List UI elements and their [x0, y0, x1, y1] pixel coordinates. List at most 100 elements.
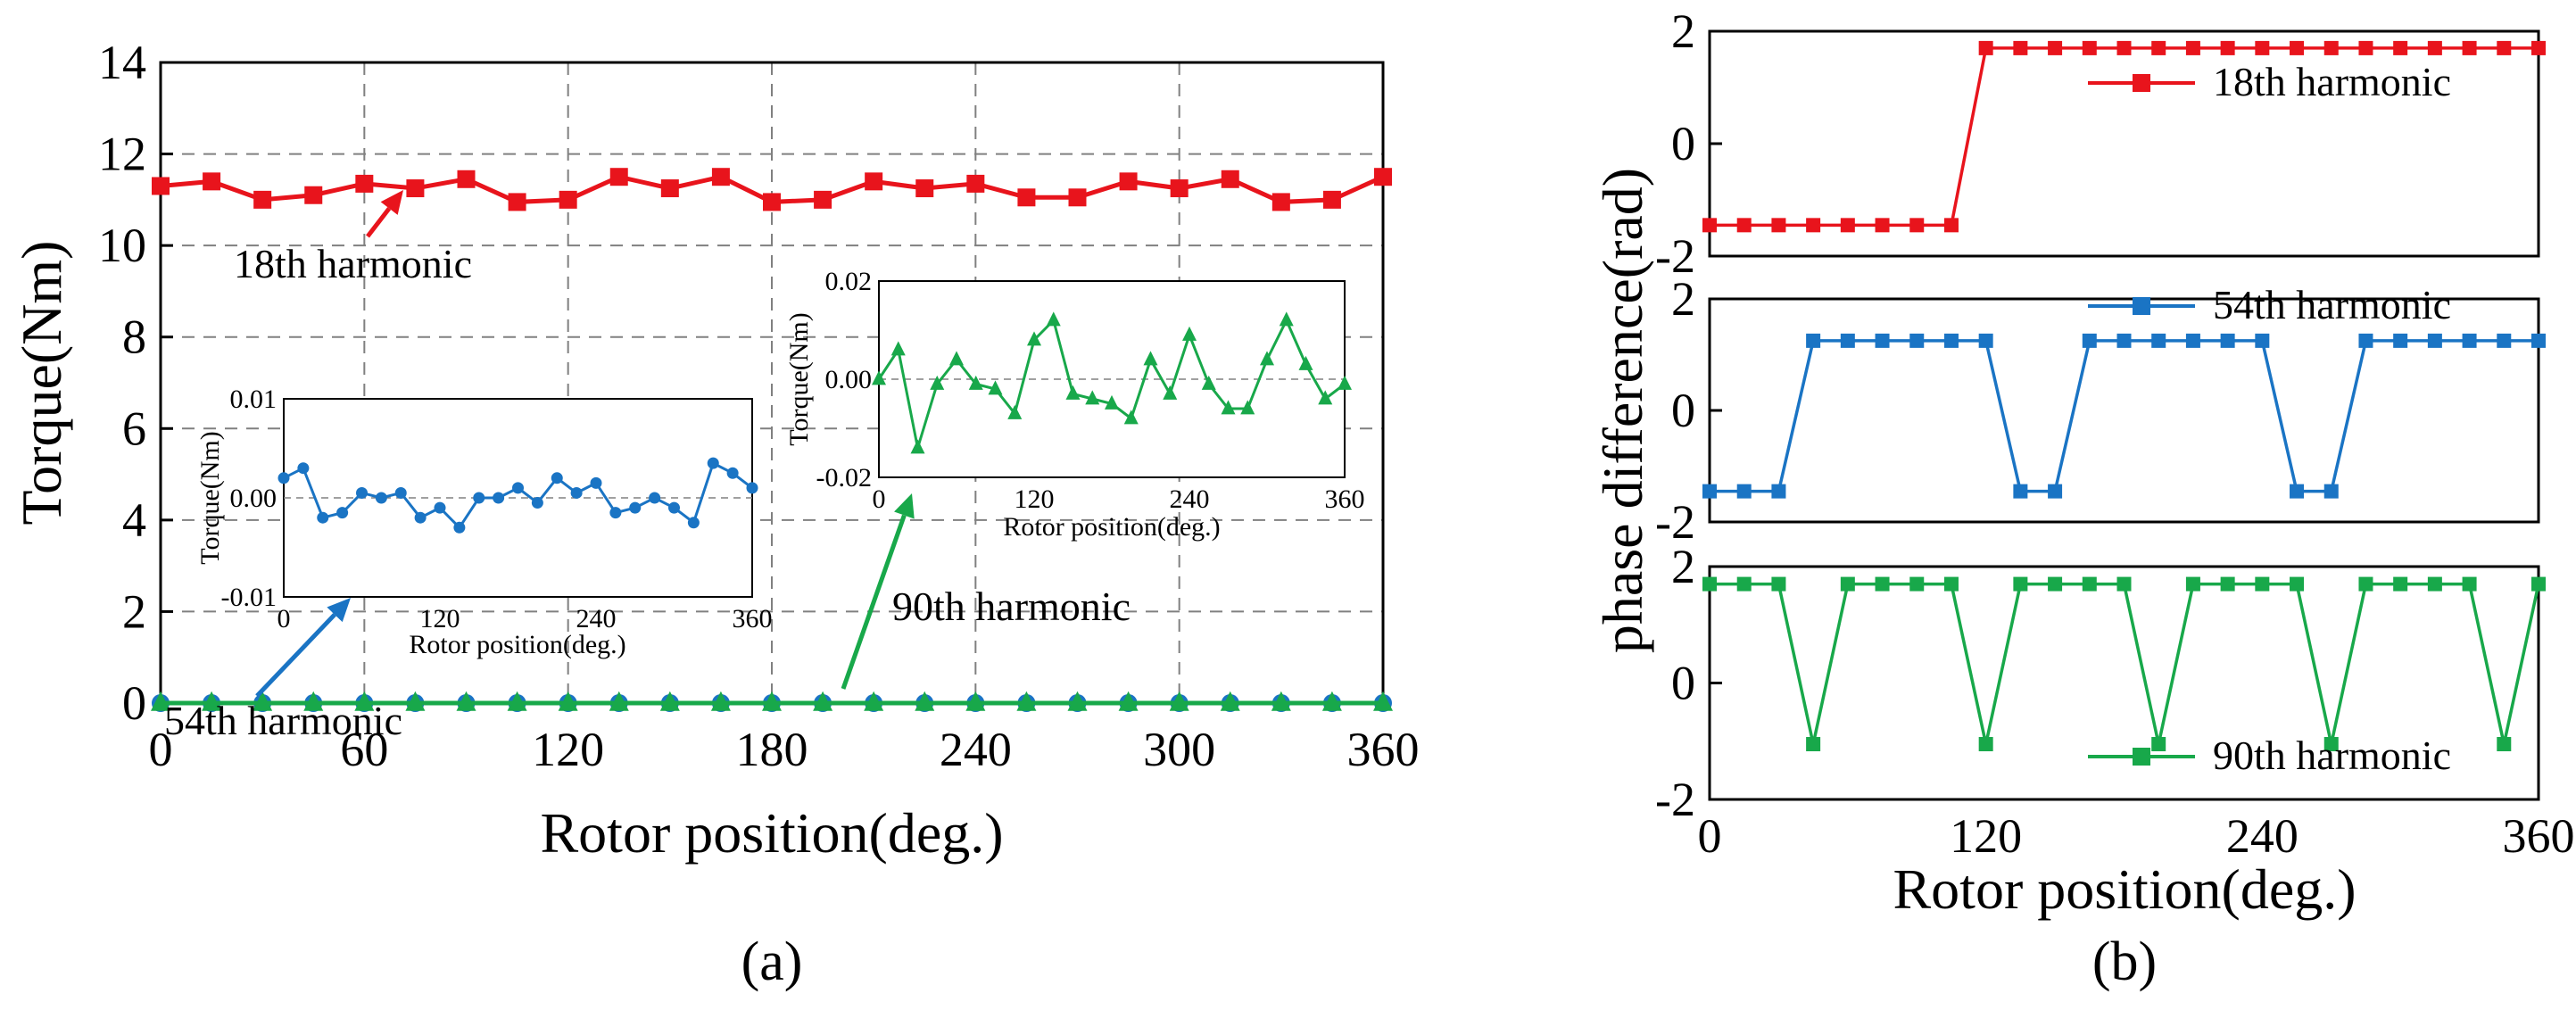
- inset90-x-axis-title: Rotor position(deg.): [1003, 512, 1220, 542]
- inset-data-point: [1046, 311, 1061, 327]
- a-data-point: [203, 172, 221, 191]
- b-data-point: [1943, 333, 1959, 348]
- inset-90th-harmonic: -0.02 0.00 0.02 0 120 240 360 Rotor position(d…: [784, 267, 1365, 542]
- b-y-tick-label: -2: [1655, 229, 1695, 283]
- inset-x-tick-label: 360: [733, 604, 773, 633]
- a-data-point: [151, 691, 170, 711]
- inset-data-point: [394, 486, 407, 499]
- inset-data-point: [277, 472, 290, 484]
- b-data-point: [2220, 576, 2235, 592]
- b-y-tick-label: 2: [1671, 4, 1695, 58]
- annotation-arrows: [255, 190, 915, 698]
- b-y-axis-title: phase difference(rad): [1591, 168, 1654, 653]
- arrow-18th-harmonic: [366, 190, 403, 238]
- b-subplot-18th-harmonic: -2 0 2 18th harmonic: [1655, 4, 2546, 283]
- a-y-tick-label: 10: [98, 219, 146, 272]
- b-y-tick-label: -2: [1655, 773, 1695, 826]
- b-data-point: [1736, 218, 1752, 233]
- inset-data-point: [434, 501, 446, 514]
- b-data-point: [1840, 333, 1855, 348]
- inset54-body: -0.01 0.00 0.01 0 120 240 360: [221, 385, 773, 633]
- b-x-tick-label: 120: [1950, 809, 2022, 863]
- b-data-point: [1702, 576, 1717, 592]
- b-y-tick-label: -2: [1655, 495, 1695, 549]
- a-data-point: [405, 691, 426, 711]
- inset-data-point: [414, 511, 427, 524]
- a-x-tick-label: 0: [149, 723, 173, 776]
- a-data-point: [253, 691, 273, 711]
- inset-data-point: [1105, 394, 1119, 410]
- inset-data-point: [1085, 390, 1100, 405]
- inset-data-point: [1201, 375, 1216, 390]
- a-series-layer: [151, 168, 1393, 712]
- b-x-tick-label: 0: [1698, 809, 1722, 863]
- b-data-point: [2048, 576, 2063, 592]
- b-data-point: [2427, 40, 2442, 55]
- b-data-point: [1875, 576, 1890, 592]
- inset54-frame: [283, 398, 753, 598]
- a-data-point: [1322, 190, 1341, 209]
- a-data-point: [1170, 179, 1189, 198]
- b-data-point: [2082, 333, 2097, 348]
- a-data-point: [1017, 188, 1036, 207]
- b-data-point: [2151, 40, 2166, 55]
- a-data-point: [1221, 170, 1239, 188]
- b-data-point: [2393, 40, 2408, 55]
- legend-label: 54th harmonic: [2213, 282, 2451, 327]
- a-y-tick-label: 0: [122, 676, 146, 730]
- inset-data-point: [570, 486, 583, 499]
- a-data-point: [762, 691, 782, 711]
- legend-label: 18th harmonic: [2213, 59, 2451, 104]
- a-data-point: [1271, 691, 1291, 711]
- inset-data-point: [707, 457, 719, 469]
- a-data-point: [406, 179, 425, 198]
- b-data-point: [1909, 333, 1925, 348]
- b-data-point: [1943, 576, 1959, 592]
- inset90-body: -0.02 0.00 0.02 0 120 240 360: [816, 267, 1365, 514]
- legend-marker: [2133, 297, 2150, 315]
- a-y-tick-label: 4: [122, 493, 146, 547]
- inset-data-point: [1007, 404, 1023, 419]
- inset-y-tick-label: 0.00: [230, 484, 277, 513]
- a-data-point: [711, 168, 730, 186]
- inset-data-point: [317, 511, 329, 524]
- b-data-point: [2220, 333, 2235, 348]
- inset-data-point: [609, 507, 622, 519]
- b-x-tick-labels: 0 120 240 360: [1698, 809, 2575, 863]
- b-y-tick-label: 0: [1671, 117, 1695, 170]
- b-data-point: [2255, 40, 2270, 55]
- a-y-tick-label: 14: [98, 36, 146, 89]
- b-data-point: [2497, 40, 2512, 55]
- annotation-18th-harmonic: 18th harmonic: [234, 241, 472, 286]
- inset-data-point: [493, 492, 505, 504]
- inset-data-point: [1279, 311, 1294, 327]
- b-y-tick-label: 0: [1671, 384, 1695, 437]
- inset-data-point: [629, 501, 642, 514]
- a-x-tick-label: 360: [1347, 723, 1420, 776]
- inset-data-point: [473, 492, 485, 504]
- b-data-point: [2185, 576, 2200, 592]
- b-data-point: [1909, 218, 1925, 233]
- a-data-point: [253, 190, 272, 209]
- inset54-y-axis-title: Torque(Nm): [195, 431, 225, 565]
- b-data-point: [1875, 218, 1890, 233]
- a-data-point: [609, 691, 629, 711]
- b-data-point: [1771, 576, 1786, 592]
- b-x-tick-label: 240: [2226, 809, 2299, 863]
- inset-x-tick-label: 120: [420, 604, 460, 633]
- a-data-point: [456, 691, 476, 711]
- b-data-point: [2013, 576, 2028, 592]
- legend-marker: [2133, 748, 2150, 766]
- inset-data-point: [1338, 375, 1352, 390]
- a-data-point: [1118, 691, 1139, 711]
- inset-data-point: [336, 507, 349, 519]
- inset-data-point: [1318, 390, 1333, 405]
- inset-data-point: [1163, 385, 1178, 400]
- b-data-point: [2323, 484, 2339, 499]
- inset-data-point: [1240, 400, 1255, 415]
- b-data-point: [1736, 576, 1752, 592]
- a-data-point: [354, 691, 375, 711]
- inset-data-point: [649, 492, 661, 504]
